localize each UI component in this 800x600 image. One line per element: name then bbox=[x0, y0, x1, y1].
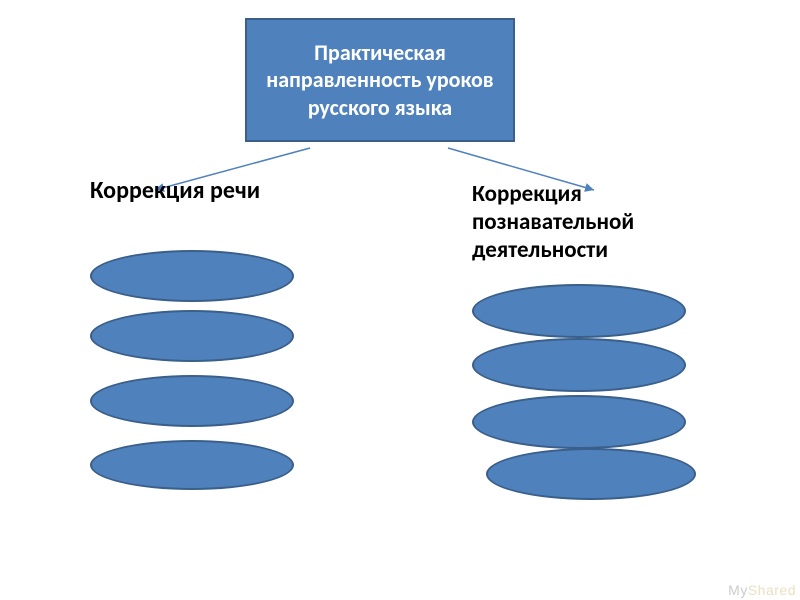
left-ellipse-4 bbox=[90, 440, 294, 490]
left-branch-heading: Коррекция речи bbox=[90, 176, 260, 205]
right-ellipse-3 bbox=[472, 395, 686, 449]
right-ellipse-2 bbox=[472, 338, 686, 392]
left-ellipse-1 bbox=[90, 250, 294, 302]
watermark-part1: My bbox=[728, 582, 748, 598]
watermark: MyShared bbox=[728, 582, 796, 598]
right-branch-heading: Коррекция познавательной деятельности bbox=[472, 180, 712, 264]
left-ellipse-3 bbox=[90, 375, 294, 427]
watermark-part2: Shared bbox=[748, 582, 796, 598]
root-box: Практическая направленность уроков русск… bbox=[245, 18, 515, 142]
right-ellipse-1 bbox=[472, 284, 686, 338]
right-ellipse-4 bbox=[486, 448, 696, 500]
left-ellipse-2 bbox=[90, 310, 294, 362]
